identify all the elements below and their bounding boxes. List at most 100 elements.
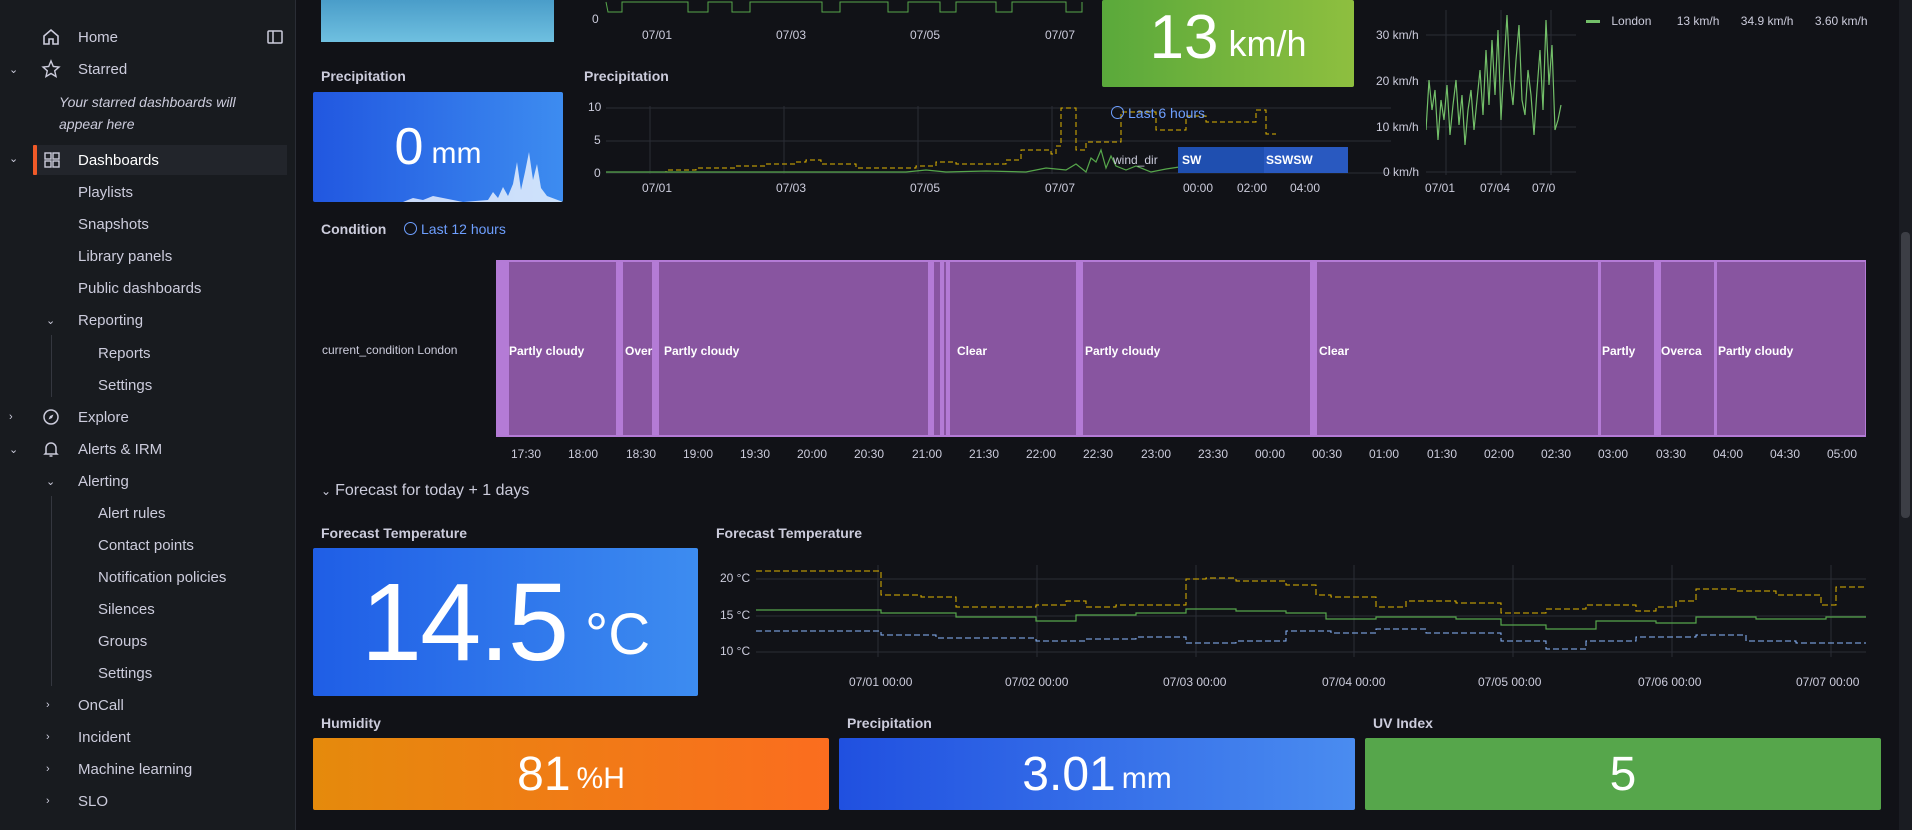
nav-reporting-settings[interactable]: Settings bbox=[0, 370, 290, 400]
scrollbar-track[interactable] bbox=[1899, 0, 1912, 830]
gradient-stat-remnant bbox=[321, 0, 554, 42]
humidity-title: Humidity bbox=[321, 715, 381, 731]
condition-xtick: 22:00 bbox=[1026, 447, 1057, 461]
precip-stat-unit: mm bbox=[431, 137, 482, 170]
chevron-right-icon[interactable]: › bbox=[46, 763, 50, 775]
precip-sparkline bbox=[313, 152, 563, 202]
nav-alerts-irm-label: Alerts & IRM bbox=[78, 440, 163, 458]
nav-explore[interactable]: › Explore bbox=[0, 402, 290, 432]
nav-silences-label: Silences bbox=[98, 600, 155, 618]
condition-xtick: 21:30 bbox=[969, 447, 1000, 461]
nav-library-panels[interactable]: Library panels bbox=[0, 241, 290, 271]
forecast-temp-stat-title: Forecast Temperature bbox=[321, 525, 468, 541]
nav-alerting-settings[interactable]: Settings bbox=[0, 658, 290, 688]
forecast-xtick: 07/02 00:00 bbox=[1005, 675, 1069, 689]
chevron-down-icon[interactable]: ⌄ bbox=[9, 63, 19, 76]
nav-playlists[interactable]: Playlists bbox=[0, 177, 290, 207]
nav-alert-rules[interactable]: Alert rules bbox=[0, 498, 290, 528]
condition-segment bbox=[1717, 262, 1865, 435]
nav-machine-learning[interactable]: › Machine learning bbox=[0, 754, 290, 784]
nav-slo[interactable]: › SLO bbox=[0, 786, 290, 816]
condition-seg-label: Clear bbox=[957, 344, 988, 358]
chevron-right-icon[interactable]: › bbox=[46, 731, 50, 743]
chevron-down-icon[interactable]: ⌄ bbox=[9, 153, 19, 165]
chevron-down-icon[interactable]: ⌄ bbox=[46, 475, 56, 488]
scrollbar-thumb[interactable] bbox=[1901, 232, 1910, 518]
precip-xtick: 07/03 bbox=[776, 181, 807, 195]
wind-dir-segment bbox=[1178, 147, 1264, 173]
nav-reporting-settings-label: Settings bbox=[98, 376, 153, 394]
nav-snapshots[interactable]: Snapshots bbox=[0, 209, 290, 239]
nav-notification-policies[interactable]: Notification policies bbox=[0, 562, 290, 592]
condition-time-link[interactable]: Last 12 hours bbox=[404, 221, 506, 237]
wind-chart bbox=[1426, 10, 1576, 175]
dashboard-canvas: 0 07/01 07/03 07/05 07/07 Precipitation … bbox=[296, 0, 1912, 830]
tree-line bbox=[51, 335, 52, 397]
condition-segment bbox=[934, 262, 940, 435]
wind-dir-seg-label: SW bbox=[1182, 153, 1202, 167]
wind-ytick: 0 km/h bbox=[1383, 165, 1420, 179]
nav-reports-label: Reports bbox=[98, 344, 151, 362]
nav-silences[interactable]: Silences bbox=[0, 594, 290, 624]
nav-public-dashboards-label: Public dashboards bbox=[78, 279, 202, 297]
nav-oncall[interactable]: › OnCall bbox=[0, 690, 290, 720]
nav-notification-policies-label: Notification policies bbox=[98, 568, 227, 586]
wind-dir-seg-label: SSWSW bbox=[1266, 153, 1313, 167]
nav-incident[interactable]: › Incident bbox=[0, 722, 290, 752]
nav-alerts-irm[interactable]: ⌄ Alerts & IRM bbox=[0, 434, 290, 464]
nav-explore-label: Explore bbox=[78, 408, 129, 426]
condition-segment bbox=[623, 262, 652, 435]
forecast-row-header[interactable]: ⌄ Forecast for today + 1 days bbox=[321, 482, 529, 500]
condition-xtick: 00:00 bbox=[1255, 447, 1286, 461]
wind-xtick: 07/0 bbox=[1532, 181, 1556, 195]
top-chart-remnant bbox=[605, 1, 1083, 13]
wind-xtick: 07/01 bbox=[1425, 181, 1456, 195]
forecast-temp-unit: °C bbox=[585, 601, 651, 667]
chevron-down-icon[interactable]: ⌄ bbox=[46, 314, 56, 327]
condition-xtick: 03:30 bbox=[1656, 447, 1687, 461]
clock-icon bbox=[1111, 106, 1124, 119]
nav-public-dashboards[interactable]: Public dashboards bbox=[0, 273, 290, 303]
condition-seg-label: Partly cloudy bbox=[1085, 344, 1161, 358]
clock-icon bbox=[404, 222, 417, 235]
precip-stat-value: 0 bbox=[394, 118, 424, 176]
forecast-temp-chart bbox=[756, 565, 1866, 657]
nav-starred[interactable]: ⌄ Starred bbox=[0, 54, 290, 84]
chevron-right-icon[interactable]: › bbox=[46, 699, 50, 711]
chevron-down-icon[interactable]: ⌄ bbox=[9, 443, 19, 456]
wind-dir-xtick: 00:00 bbox=[1183, 181, 1214, 195]
nav-reports[interactable]: Reports bbox=[0, 338, 290, 368]
condition-row-label: current_condition London bbox=[322, 343, 458, 357]
condition-segment bbox=[1317, 262, 1598, 435]
nav-reporting[interactable]: ⌄ Reporting bbox=[0, 305, 290, 335]
nav-contact-points[interactable]: Contact points bbox=[0, 530, 290, 560]
home-icon bbox=[43, 28, 59, 45]
nav-incident-label: Incident bbox=[78, 728, 131, 746]
uv-stat: 5 bbox=[1365, 738, 1881, 810]
wind-speed-value: 13 bbox=[1149, 3, 1219, 72]
condition-xtick: 19:30 bbox=[740, 447, 771, 461]
nav-groups[interactable]: Groups bbox=[0, 626, 290, 656]
wind-time-link[interactable]: Last 6 hours bbox=[1111, 105, 1205, 121]
forecast-row-title: Forecast for today + 1 days bbox=[335, 482, 530, 499]
chevron-down-icon: ⌄ bbox=[321, 484, 332, 498]
dock-menu-icon[interactable] bbox=[266, 28, 284, 46]
condition-xtick: 04:00 bbox=[1713, 447, 1744, 461]
condition-title: Condition bbox=[321, 221, 387, 237]
nav-playlists-label: Playlists bbox=[78, 183, 134, 201]
legend-series-name[interactable]: London bbox=[1611, 14, 1652, 28]
nav-contact-points-label: Contact points bbox=[98, 536, 194, 554]
chevron-right-icon[interactable]: › bbox=[46, 795, 50, 807]
precip-bottom-unit: mm bbox=[1121, 762, 1172, 795]
starred-empty-text-1: Your starred dashboards will bbox=[59, 94, 236, 110]
nav-snapshots-label: Snapshots bbox=[78, 215, 149, 233]
nav-dashboards[interactable]: Dashboards bbox=[33, 145, 287, 175]
chevron-right-icon[interactable]: › bbox=[9, 411, 13, 423]
wind-ytick: 30 km/h bbox=[1376, 28, 1419, 42]
nav-alerting[interactable]: ⌄ Alerting bbox=[0, 466, 290, 496]
nav-home[interactable]: Home bbox=[0, 22, 290, 52]
condition-xtick: 20:00 bbox=[797, 447, 828, 461]
star-icon bbox=[41, 59, 61, 78]
condition-seg-label: Overca bbox=[1661, 344, 1702, 358]
precip-bottom-stat: 3.01 mm bbox=[839, 738, 1355, 810]
